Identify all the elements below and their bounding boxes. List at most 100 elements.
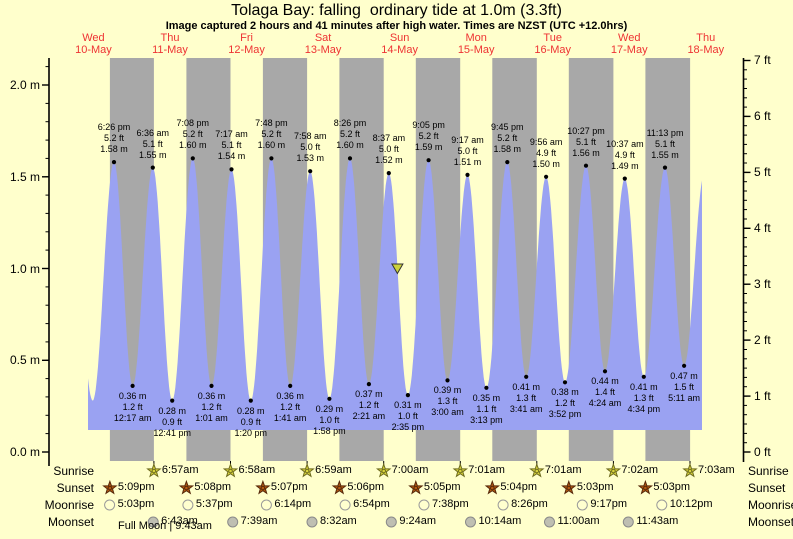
tide-m-label: 0.44 m <box>591 376 619 387</box>
day-label: Thu 18-May <box>671 32 741 56</box>
tide-time-label: 6:26 pm <box>97 122 131 133</box>
tide-ft-label: 1.3 ft <box>633 392 654 403</box>
y-axis-ft-label: 6 ft <box>754 108 771 123</box>
tide-time-label: 7:17 am <box>215 129 248 140</box>
sunrise-icon <box>299 462 315 478</box>
moonrise-icon <box>656 499 668 511</box>
tide-time-label: 7:58 am <box>293 131 327 142</box>
tide-ft-label: 0.9 ft <box>162 416 183 427</box>
day-name: Thu <box>160 32 180 44</box>
sunrise-time: 6:58am <box>238 464 276 476</box>
tide-m-label: 1.60 m <box>257 140 286 151</box>
low-tide-dot <box>524 374 529 379</box>
tide-time-label: 12:17 am <box>113 412 152 423</box>
tide-ft-label: 1.2 ft <box>122 401 143 412</box>
tide-ft-label: 4.9 ft <box>536 147 557 158</box>
day-name: Mon <box>465 32 487 44</box>
sunset-icon <box>561 479 577 495</box>
sunset-time: 5:08pm <box>194 481 232 493</box>
sunrise-icon <box>452 462 469 478</box>
sunrise-icon-center <box>228 468 233 474</box>
tide-ft-label: 5.2 ft <box>261 129 282 140</box>
capture-note: Image captured 2 hours and 41 minutes af… <box>165 20 628 32</box>
day-label: Mon 15-May <box>441 32 511 56</box>
tide-m-label: 0.36 m <box>276 390 304 401</box>
sunset-icon <box>484 479 501 495</box>
high-tide-dot <box>111 160 117 165</box>
tide-m-label: 0.47 m <box>670 370 698 381</box>
y-axis-ft-label: 7 ft <box>754 52 771 67</box>
tide-ft-label: 5.1 ft <box>142 138 163 149</box>
moonrise-time: 7:38pm <box>431 498 469 510</box>
page-title: Tolaga Bay: falling ordinary tide at 1.0… <box>231 2 562 19</box>
day-date: 18-May <box>687 44 725 56</box>
tide-time-label: 9:17 am <box>451 134 484 145</box>
high-tide-dot <box>622 176 627 181</box>
moonrise-icon <box>104 499 116 511</box>
sunrise-icon-center <box>687 468 693 474</box>
tide-ft-label: 5.0 ft <box>378 144 399 155</box>
low-tide-dot <box>327 396 332 401</box>
high-tide-label: 10:27 pm 5.1 ft 1.56 m <box>554 126 618 159</box>
tide-ft-label: 5.2 ft <box>497 133 518 144</box>
tide-ft-label: 1.4 ft <box>594 387 615 398</box>
day-label: Sun 14-May <box>365 32 435 56</box>
day-name: Thu <box>696 32 716 44</box>
tide-time-label: 7:48 pm <box>255 118 288 129</box>
sunset-icon <box>408 479 424 495</box>
high-tide-dot <box>465 172 470 177</box>
high-tide-label: 9:05 pm 5.2 ft 1.59 m <box>397 120 461 153</box>
sunset-icon <box>331 479 348 495</box>
low-tide-label: 0.39 m 1.3 ft 3:00 am <box>415 385 479 418</box>
tide-time-label: 3:41 am <box>509 403 543 414</box>
low-tide-dot <box>641 374 646 379</box>
astro-row-label-right: Sunrise <box>748 464 789 478</box>
tide-m-label: 0.38 m <box>551 387 579 398</box>
y-axis-ft-label: 2 ft <box>754 332 771 347</box>
sunrise-time: 7:00am <box>391 464 429 476</box>
day-name: Sun <box>389 32 410 44</box>
y-axis-m-label: 0.0 m <box>9 445 40 459</box>
moonrise-icon <box>418 499 430 511</box>
astro-row-label-right: Sunset <box>748 481 786 495</box>
tide-ft-label: 1.5 ft <box>674 381 695 392</box>
sunrise-icon-center <box>151 468 157 474</box>
sunset-icon-center <box>643 485 648 491</box>
low-tide-dot <box>484 385 489 390</box>
capture-marker-icon <box>391 263 404 275</box>
astro-row-label-left: Moonrise <box>44 498 94 512</box>
high-tide-dot <box>505 160 510 165</box>
day-name: Sat <box>314 32 332 44</box>
tide-time-label: 9:45 pm <box>491 122 524 133</box>
moonset-icon <box>465 516 476 528</box>
low-tide-dot <box>209 383 214 388</box>
y-axis-m-label: 1.5 m <box>9 169 40 184</box>
tide-ft-label: 1.3 ft <box>437 396 458 407</box>
tide-m-label: 1.60 m <box>336 140 364 151</box>
sunset-icon-center <box>260 485 266 491</box>
sunset-icon-center <box>490 485 495 491</box>
low-tide-label: 0.35 m 1.1 ft 3:13 pm <box>454 393 518 426</box>
sunrise-icon <box>146 462 162 478</box>
tide-m-label: 1.49 m <box>611 160 639 171</box>
tide-ft-label: 1.2 ft <box>555 398 576 409</box>
moonset-time: 8:32am <box>320 515 357 527</box>
moonset-icon <box>385 516 397 528</box>
astro-row-label-left: Moonset <box>47 515 94 529</box>
tide-time-label: 1:41 am <box>273 412 307 423</box>
sunrise-icon-center <box>611 468 616 474</box>
high-tide-label: 6:36 am 5.1 ft 1.55 m <box>121 128 185 161</box>
high-tide-dot <box>190 156 195 161</box>
tide-ft-label: 5.0 ft <box>300 142 321 153</box>
sunrise-time: 6:57am <box>161 464 199 476</box>
moonset-time: 10:14am <box>478 515 522 527</box>
tide-time-label: 1:58 pm <box>313 425 346 436</box>
sunset-icon-center <box>566 485 572 491</box>
high-tide-label: 10:37 am 4.9 ft 1.49 m <box>593 139 657 172</box>
tide-m-label: 0.28 m <box>158 405 186 416</box>
low-tide-dot <box>130 383 135 388</box>
high-tide-label: 9:17 am 5.0 ft 1.51 m <box>436 135 500 168</box>
day-label: Fri 12-May <box>212 32 282 56</box>
high-tide-label: 9:45 pm 5.2 ft 1.58 m <box>475 122 539 155</box>
